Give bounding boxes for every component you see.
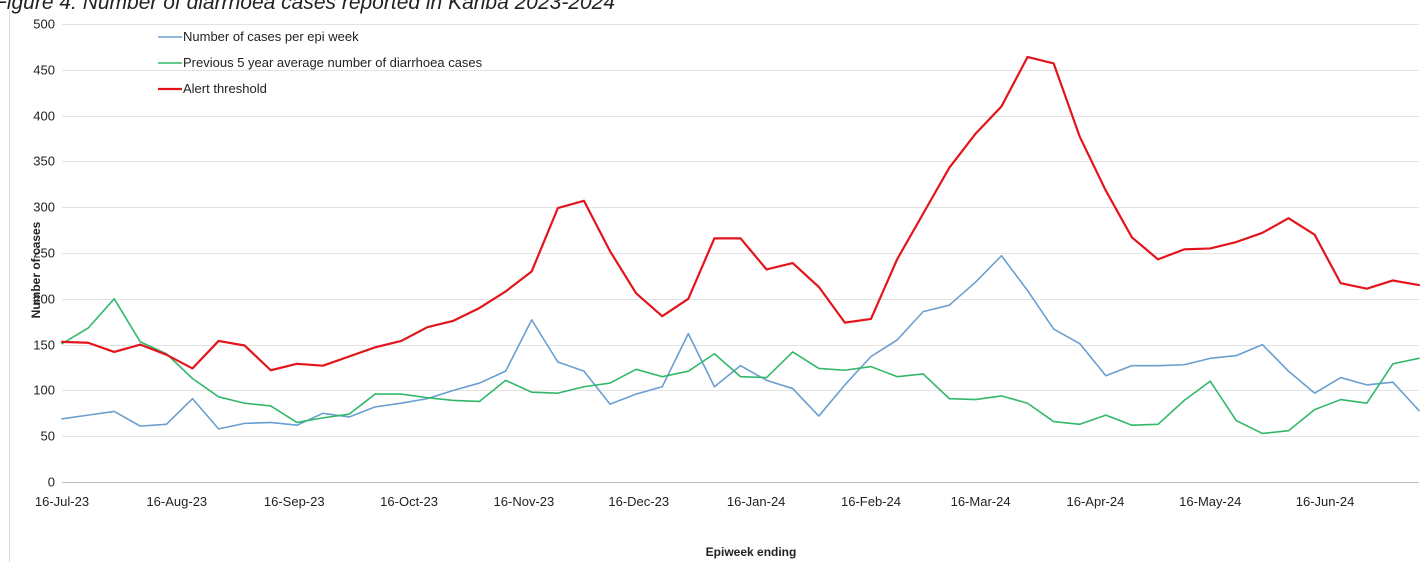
y-tick-label: 50 [41, 429, 55, 444]
y-tick-label: 0 [48, 475, 55, 490]
x-tick-label: 16-Nov-23 [494, 494, 555, 509]
y-tick-label: 450 [33, 63, 55, 78]
x-tick-label: 16-May-24 [1179, 494, 1241, 509]
y-tick-label: 250 [33, 246, 55, 261]
legend-label-3: Alert threshold [183, 81, 267, 96]
x-tick-label: 16-Aug-23 [146, 494, 207, 509]
gridlines [62, 24, 1419, 437]
figure-caption-clipped: Figure 4: Number of diarrhoea cases repo… [0, 0, 615, 14]
y-tick-label: 100 [33, 383, 55, 398]
y-tick-label: 300 [33, 200, 55, 215]
y-axis-title: Number of cases [29, 221, 43, 318]
series-line-2 [61, 297, 1420, 435]
x-tick-label: 16-Sep-23 [264, 494, 325, 509]
legend: Number of cases per epi week Previous 5 y… [158, 29, 483, 96]
y-tick-label: 400 [33, 109, 55, 124]
y-tick-label: 350 [33, 154, 55, 169]
x-tick-label: 16-Jul-23 [35, 494, 89, 509]
x-tick-label: 16-Oct-23 [380, 494, 438, 509]
x-axis-title: Epiweek ending [706, 545, 797, 559]
axes: 0 50 100 150 200 250 300 350 400 450 500 16-Jul-23 1… [33, 17, 1419, 509]
x-tick-label: 16-Jun-24 [1296, 494, 1355, 509]
x-tick-label: 16-Feb-24 [841, 494, 901, 509]
legend-label-1: Number of cases per epi week [183, 29, 359, 44]
series-line-3 [60, 55, 1421, 372]
y-tick-label: 150 [33, 338, 55, 353]
x-tick-label: 16-Mar-24 [951, 494, 1011, 509]
series-lines [60, 55, 1421, 435]
x-tick-label: 16-Dec-23 [608, 494, 669, 509]
x-tick-label: 16-Apr-24 [1067, 494, 1125, 509]
x-tick-label: 16-Jan-24 [727, 494, 786, 509]
y-tick-label: 200 [33, 292, 55, 307]
legend-label-2: Previous 5 year average number of diarrh… [183, 55, 483, 70]
series-line-1 [61, 254, 1420, 430]
y-tick-label: 500 [33, 17, 55, 32]
